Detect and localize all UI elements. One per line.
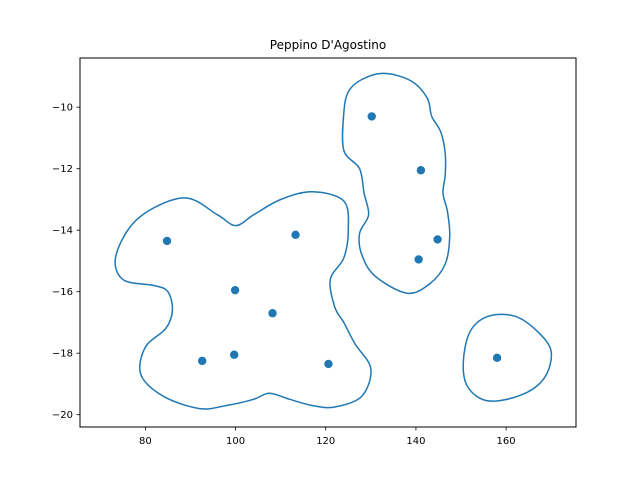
plot-frame [79, 57, 577, 428]
y-tick-label: −10 [52, 103, 73, 114]
data-point-1 [162, 236, 172, 246]
data-point-11 [414, 255, 423, 264]
x-tick-label: 120 [316, 436, 335, 447]
y-tick-label: −12 [52, 164, 73, 175]
x-tick-label: 160 [497, 436, 516, 447]
data-point-2 [230, 285, 240, 295]
x-tick-label: 140 [406, 436, 425, 447]
y-tick-label: −16 [52, 287, 73, 298]
cluster-outline-1 [114, 191, 372, 410]
y-axis-ticks: −10 −12 −14 −16 −18 −20 [52, 103, 80, 421]
data-point-10 [433, 235, 442, 244]
data-point-3 [291, 230, 300, 240]
x-axis-ticks: 80 100 120 140 160 [139, 427, 516, 447]
data-point-9 [416, 166, 426, 175]
y-tick-label: −20 [52, 410, 73, 421]
data-point-7 [324, 359, 333, 369]
chart-title: Peppino D'Agostino [270, 38, 386, 52]
cluster-outlines [114, 72, 553, 410]
data-point-5 [197, 356, 207, 366]
y-tick-label: −14 [52, 226, 73, 237]
data-point-4 [268, 309, 277, 318]
data-point-8 [367, 112, 376, 121]
x-tick-label: 80 [139, 436, 152, 447]
y-tick-label: −18 [52, 349, 73, 360]
cluster-outline-2 [341, 72, 451, 295]
data-point-6 [230, 350, 239, 359]
cluster-outline-3 [462, 313, 553, 402]
data-point-12 [492, 353, 502, 363]
data-points [162, 112, 502, 369]
x-tick-label: 100 [226, 436, 245, 447]
